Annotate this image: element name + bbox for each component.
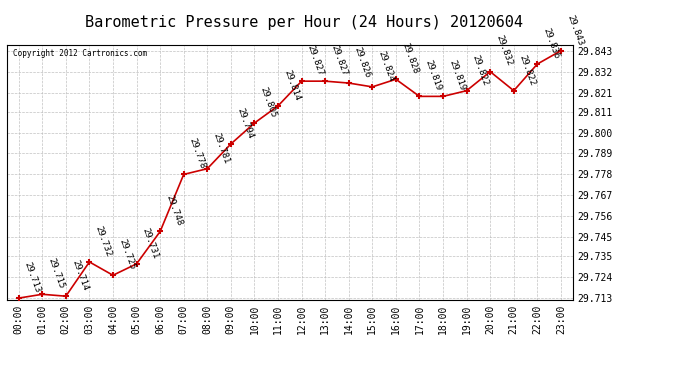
Text: Barometric Pressure per Hour (24 Hours) 20120604: Barometric Pressure per Hour (24 Hours) … (85, 15, 522, 30)
Text: 29.826: 29.826 (353, 45, 373, 79)
Text: 29.714: 29.714 (70, 259, 90, 292)
Text: 29.819: 29.819 (424, 59, 443, 92)
Text: 29.843: 29.843 (565, 13, 584, 46)
Text: 29.828: 29.828 (400, 42, 420, 75)
Text: 29.731: 29.731 (141, 226, 160, 260)
Text: 29.781: 29.781 (211, 131, 231, 165)
Text: 29.819: 29.819 (447, 59, 466, 92)
Text: 29.713: 29.713 (23, 261, 42, 294)
Text: 29.832: 29.832 (494, 34, 514, 68)
Text: 29.748: 29.748 (164, 194, 184, 227)
Text: 29.822: 29.822 (471, 53, 491, 87)
Text: 29.836: 29.836 (542, 27, 561, 60)
Text: 29.827: 29.827 (306, 44, 325, 77)
Text: Copyright 2012 Cartronics.com: Copyright 2012 Cartronics.com (12, 49, 147, 58)
Text: 29.732: 29.732 (94, 224, 113, 258)
Text: 29.794: 29.794 (235, 106, 255, 140)
Text: 29.778: 29.778 (188, 137, 208, 170)
Text: 29.805: 29.805 (259, 86, 278, 119)
Text: 29.824: 29.824 (377, 50, 396, 83)
Text: 29.822: 29.822 (518, 53, 538, 87)
Text: 29.725: 29.725 (117, 238, 137, 271)
Text: 29.814: 29.814 (282, 68, 302, 102)
Text: 29.715: 29.715 (46, 257, 66, 290)
Text: 29.827: 29.827 (329, 44, 349, 77)
